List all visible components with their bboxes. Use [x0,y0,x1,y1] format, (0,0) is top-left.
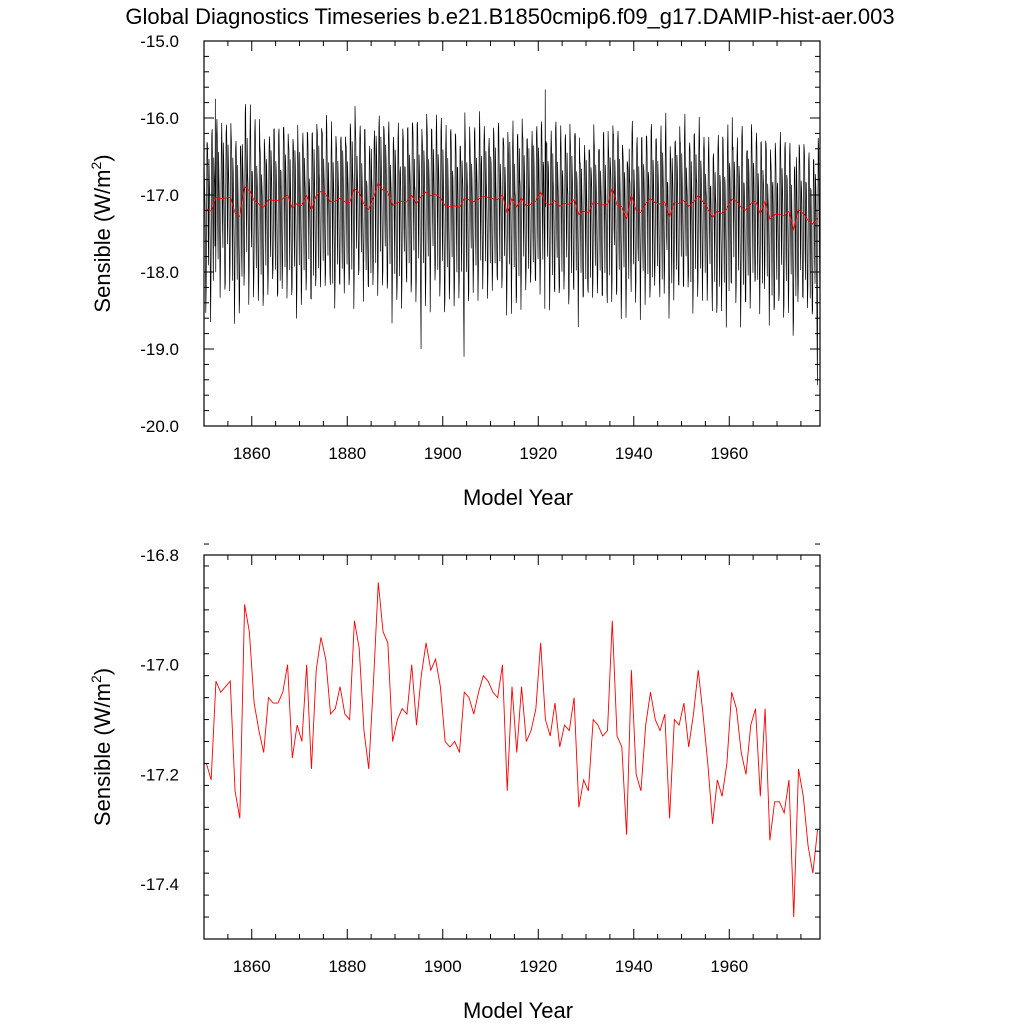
bottom-panel-annual-mean: 1860 1880 1900 1920 1940 1960 -17.4 -17.2 -17.0 -… [88,543,821,1023]
y-tick-label: -16.0 [140,109,179,128]
x-tick-label: 1880 [328,444,366,463]
annual-mean-line-bottom [205,582,819,918]
y-tick-label: -18.0 [140,263,179,282]
bottom-panel-ticks: 1860 1880 1900 1920 1940 1960 -17.4 -17.2 -17.0 -… [140,543,820,976]
x-tick-label: 1940 [615,444,653,463]
bottom-panel-y-label-close: ) [90,668,115,675]
x-tick-label: 1860 [233,957,271,976]
top-panel-y-axis-label: Sensible (W/m2) [88,154,115,312]
top-panel-y-label-superscript: 2 [88,162,104,170]
top-panel-y-label-main: Sensible (W/m [90,170,115,313]
monthly-series-line [204,89,820,386]
x-tick-label: 1960 [710,444,748,463]
bottom-panel-y-label-main: Sensible (W/m [90,683,115,826]
x-tick-label: 1960 [710,957,748,976]
bottom-panel-y-label-superscript: 2 [88,675,104,683]
y-tick-label: -20.0 [140,417,179,436]
x-tick-label: 1880 [328,957,366,976]
top-panel-monthly-and-annual: 1860 1880 1900 1920 1940 1960 -20.0 -19.0 -18.0 -… [88,32,821,510]
x-tick-label: 1900 [424,957,462,976]
bottom-panel-frame [203,554,821,940]
bottom-panel-x-axis-label: Model Year [463,998,573,1023]
bottom-panel-y-axis-label: Sensible (W/m2) [88,668,115,826]
y-tick-label: -17.4 [140,875,179,894]
annual-mean-line-top [206,182,818,231]
x-tick-label: 1940 [615,957,653,976]
top-panel-y-label-close: ) [90,154,115,161]
figure-title: Global Diagnostics Timeseries b.e21.B185… [125,4,894,29]
x-tick-label: 1900 [424,444,462,463]
x-tick-label: 1920 [519,444,557,463]
top-panel-frame [203,40,821,427]
x-tick-label: 1920 [519,957,557,976]
y-tick-label: -17.2 [140,765,179,784]
y-tick-label: -15.0 [140,32,179,51]
y-tick-label: -19.0 [140,340,179,359]
bottom-panel-series [205,582,819,918]
top-panel-series [204,89,820,386]
y-tick-label: -16.8 [140,546,179,565]
y-tick-label: -17.0 [140,656,179,675]
top-panel-x-axis-label: Model Year [463,485,573,510]
y-tick-label: -17.0 [140,186,179,205]
top-panel-ticks: 1860 1880 1900 1920 1940 1960 -20.0 -19.0 -18.0 -… [140,32,820,463]
x-tick-label: 1860 [233,444,271,463]
